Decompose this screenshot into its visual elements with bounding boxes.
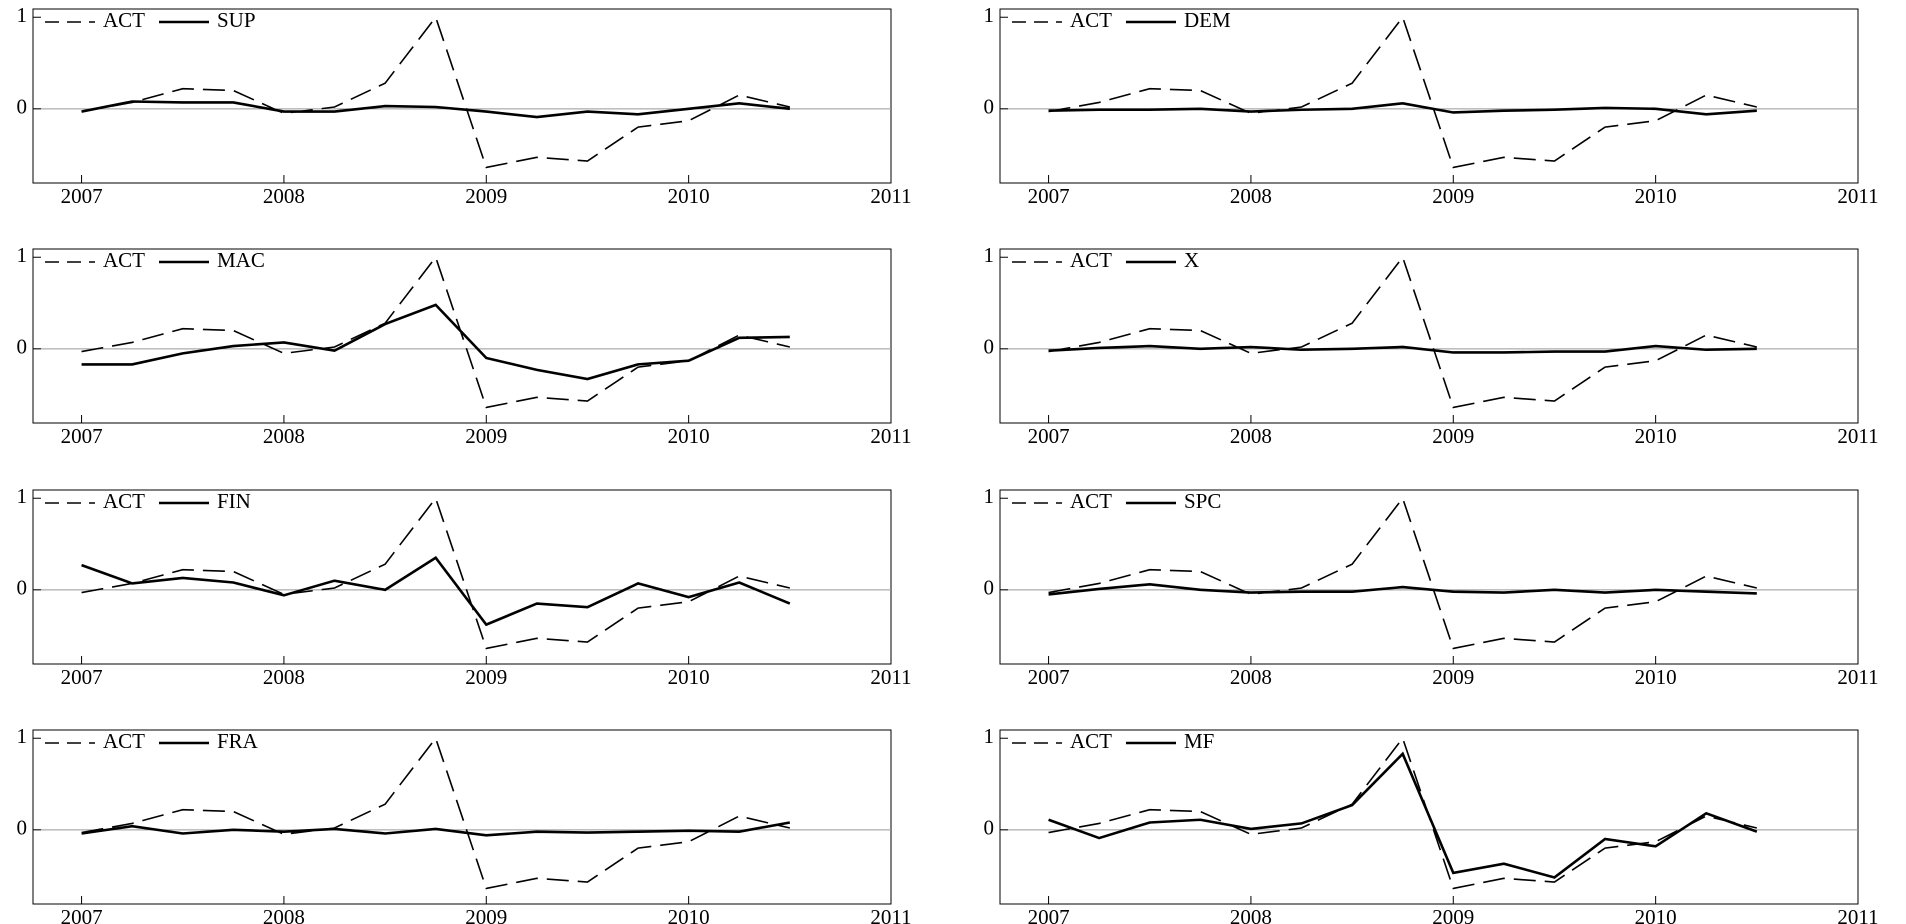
x-tick-label: 2009 bbox=[1432, 905, 1474, 924]
legend-label: SPC bbox=[1184, 489, 1221, 513]
y-tick-label: 0 bbox=[984, 576, 995, 600]
x-tick-label: 2011 bbox=[870, 184, 911, 208]
y-tick-label: 0 bbox=[984, 816, 995, 840]
plot-frame bbox=[32, 8, 892, 184]
x-tick-label: 2011 bbox=[1837, 665, 1878, 689]
x-tick-label: 2010 bbox=[668, 184, 710, 208]
y-tick-label: 1 bbox=[17, 3, 28, 27]
x-tick-label: 2011 bbox=[870, 424, 911, 448]
y-tick-label: 1 bbox=[984, 724, 995, 748]
x-tick-label: 2007 bbox=[61, 905, 103, 924]
x-tick-label: 2008 bbox=[263, 424, 305, 448]
x-tick-label: 2011 bbox=[1837, 424, 1878, 448]
series-line bbox=[81, 556, 791, 627]
y-tick-label: 1 bbox=[17, 484, 28, 508]
legend-label: ACT bbox=[1070, 489, 1112, 513]
x-tick-label: 2007 bbox=[1028, 905, 1070, 924]
series-line bbox=[1048, 15, 1758, 169]
x-tick-label: 2008 bbox=[263, 905, 305, 924]
x-tick-label: 2007 bbox=[1028, 184, 1070, 208]
y-tick-label: 1 bbox=[17, 243, 28, 267]
x-tick-label: 2007 bbox=[1028, 424, 1070, 448]
x-tick-label: 2010 bbox=[668, 665, 710, 689]
plot-frame bbox=[999, 489, 1859, 665]
legend-label: ACT bbox=[103, 248, 145, 272]
legend-label: FIN bbox=[217, 489, 251, 513]
x-tick-label: 2007 bbox=[61, 184, 103, 208]
x-tick-label: 2009 bbox=[465, 424, 507, 448]
legend-label: ACT bbox=[1070, 8, 1112, 32]
series-line bbox=[1048, 751, 1758, 879]
x-tick-label: 2011 bbox=[1837, 184, 1878, 208]
y-tick-label: 1 bbox=[984, 484, 995, 508]
x-tick-label: 2011 bbox=[870, 665, 911, 689]
x-tick-label: 2011 bbox=[1837, 905, 1878, 924]
plot-frame bbox=[999, 729, 1859, 905]
plot-frame bbox=[32, 489, 892, 665]
x-tick-label: 2007 bbox=[61, 665, 103, 689]
x-tick-label: 2010 bbox=[1635, 184, 1677, 208]
series-line bbox=[1048, 736, 1758, 890]
x-tick-label: 2009 bbox=[465, 184, 507, 208]
plot-frame bbox=[999, 8, 1859, 184]
x-tick-label: 2010 bbox=[668, 424, 710, 448]
legend-label: MAC bbox=[217, 248, 265, 272]
legend-label: SUP bbox=[217, 8, 256, 32]
y-tick-label: 1 bbox=[984, 243, 995, 267]
series-line bbox=[81, 255, 791, 409]
x-tick-label: 2010 bbox=[1635, 905, 1677, 924]
legend-label: MF bbox=[1184, 729, 1214, 753]
series-line bbox=[1048, 583, 1757, 596]
series-line bbox=[81, 736, 791, 890]
x-tick-label: 2009 bbox=[465, 665, 507, 689]
legend-label: ACT bbox=[1070, 729, 1112, 753]
x-tick-label: 2009 bbox=[465, 905, 507, 924]
x-tick-label: 2010 bbox=[668, 905, 710, 924]
x-tick-label: 2008 bbox=[1230, 665, 1272, 689]
y-tick-label: 0 bbox=[17, 816, 28, 840]
plot-frame bbox=[32, 729, 892, 905]
series-line bbox=[81, 496, 791, 650]
series-line bbox=[81, 15, 791, 169]
legend-label: ACT bbox=[103, 489, 145, 513]
x-tick-label: 2009 bbox=[1432, 665, 1474, 689]
x-tick-label: 2008 bbox=[1230, 424, 1272, 448]
series-line bbox=[81, 303, 790, 381]
series-line bbox=[1048, 496, 1758, 650]
legend-label: FRA bbox=[217, 729, 259, 753]
legend-label: X bbox=[1184, 248, 1199, 272]
x-tick-label: 2008 bbox=[1230, 184, 1272, 208]
y-tick-label: 0 bbox=[17, 95, 28, 119]
x-tick-label: 2011 bbox=[870, 905, 911, 924]
series-line bbox=[1048, 344, 1757, 354]
legend-label: ACT bbox=[103, 729, 145, 753]
y-tick-label: 0 bbox=[984, 95, 995, 119]
x-tick-label: 2007 bbox=[61, 424, 103, 448]
x-tick-label: 2010 bbox=[1635, 424, 1677, 448]
x-tick-label: 2008 bbox=[263, 665, 305, 689]
y-tick-label: 0 bbox=[17, 576, 28, 600]
x-tick-label: 2008 bbox=[1230, 905, 1272, 924]
plot-frame bbox=[999, 248, 1859, 424]
series-line bbox=[1048, 102, 1757, 116]
y-tick-label: 1 bbox=[17, 724, 28, 748]
x-tick-label: 2007 bbox=[1028, 665, 1070, 689]
y-tick-label: 0 bbox=[17, 335, 28, 359]
legend-label: DEM bbox=[1184, 8, 1231, 32]
plot-frame bbox=[32, 248, 892, 424]
x-tick-label: 2008 bbox=[263, 184, 305, 208]
series-line bbox=[81, 100, 790, 119]
y-tick-label: 0 bbox=[984, 335, 995, 359]
series-line bbox=[1048, 255, 1758, 409]
x-tick-label: 2010 bbox=[1635, 665, 1677, 689]
series-line bbox=[81, 821, 791, 837]
legend-label: ACT bbox=[1070, 248, 1112, 272]
x-tick-label: 2009 bbox=[1432, 184, 1474, 208]
y-tick-label: 1 bbox=[984, 3, 995, 27]
legend-label: ACT bbox=[103, 8, 145, 32]
x-tick-label: 2009 bbox=[1432, 424, 1474, 448]
